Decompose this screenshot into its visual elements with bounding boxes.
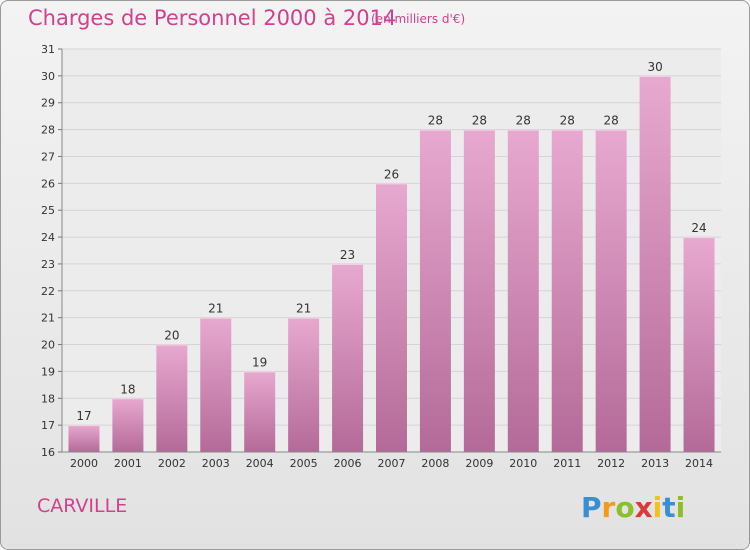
y-tick-label: 24 [41, 231, 55, 244]
bar-2014 [683, 237, 715, 452]
y-axis-ticks: 16 17 18 19 20 21 22 23 24 25 26 27 28 29 30 31 [41, 43, 721, 459]
bar-2001 [112, 398, 144, 452]
bar-2007 [376, 183, 407, 453]
x-tick-label: 2000 [70, 457, 98, 470]
bar-2000 [68, 425, 100, 452]
y-tick-label: 28 [41, 124, 55, 137]
bar-2009 [463, 129, 495, 452]
x-axis-ticks: 2000 2001 2002 2003 2004 2005 2006 2007 2008 2009… [70, 457, 713, 470]
bar-2004 [244, 371, 276, 452]
data-label-2000: 17 [76, 409, 91, 423]
y-tick-label: 29 [41, 97, 55, 110]
bar-2008 [419, 129, 451, 452]
x-tick-label: 2013 [641, 457, 669, 470]
bar-2003 [200, 317, 232, 452]
data-label-2009: 28 [472, 114, 487, 128]
x-tick-label: 2001 [114, 457, 142, 470]
data-label-2005: 21 [296, 302, 311, 316]
data-label-2004: 19 [252, 355, 267, 369]
y-tick-label: 27 [41, 150, 55, 163]
x-tick-label: 2004 [246, 457, 274, 470]
x-tick-label: 2012 [597, 457, 625, 470]
y-tick-label: 22 [41, 285, 55, 298]
bar-2006 [332, 263, 364, 452]
y-tick-label: 23 [41, 258, 55, 271]
unit-note: (en milliers d'€) [371, 12, 466, 26]
data-label-2011: 28 [560, 114, 575, 128]
commune-name: CARVILLE [37, 495, 128, 517]
x-tick-label: 2005 [290, 457, 318, 470]
data-label-2003: 21 [208, 302, 223, 316]
bar-2011 [551, 129, 583, 452]
y-tick-label: 30 [41, 70, 55, 83]
y-tick-label: 17 [41, 419, 55, 432]
x-tick-label: 2006 [334, 457, 362, 470]
y-tick-label: 25 [41, 204, 55, 217]
data-label-2008: 28 [428, 114, 443, 128]
data-label-2013: 30 [647, 60, 662, 74]
x-tick-label: 2014 [685, 457, 713, 470]
x-tick-label: 2007 [378, 457, 406, 470]
y-tick-label: 19 [41, 365, 55, 378]
data-label-2012: 28 [604, 114, 619, 128]
y-tick-label: 20 [41, 339, 55, 352]
data-label-2006: 23 [340, 248, 355, 262]
chart-title: Charges de Personnel 2000 à 2014 [28, 6, 397, 30]
x-tick-label: 2009 [465, 457, 493, 470]
x-tick-label: 2008 [421, 457, 449, 470]
y-tick-label: 26 [41, 177, 55, 190]
x-tick-label: 2003 [202, 457, 230, 470]
bar-2005 [288, 317, 320, 452]
data-label-2010: 28 [516, 114, 531, 128]
proxiti-logo: Proxiti [581, 491, 685, 524]
bar-2010 [507, 129, 539, 452]
y-tick-label: 16 [41, 446, 55, 459]
x-tick-label: 2010 [509, 457, 537, 470]
y-tick-label: 31 [41, 43, 55, 56]
y-tick-label: 18 [41, 392, 55, 405]
bar-2012 [595, 129, 627, 452]
data-label-2007: 26 [384, 167, 399, 181]
x-tick-label: 2011 [553, 457, 581, 470]
data-label-2014: 24 [691, 221, 706, 235]
y-tick-label: 21 [41, 312, 55, 325]
x-tick-label: 2002 [158, 457, 186, 470]
data-label-2001: 18 [120, 382, 135, 396]
bar-2013 [639, 75, 671, 452]
bar-2002 [156, 344, 188, 452]
svg-text:Proxiti: Proxiti [581, 491, 685, 524]
bars: 17 18 20 21 19 21 23 26 28 28 28 28 28 30 24 [68, 60, 715, 453]
data-label-2002: 20 [164, 329, 179, 343]
